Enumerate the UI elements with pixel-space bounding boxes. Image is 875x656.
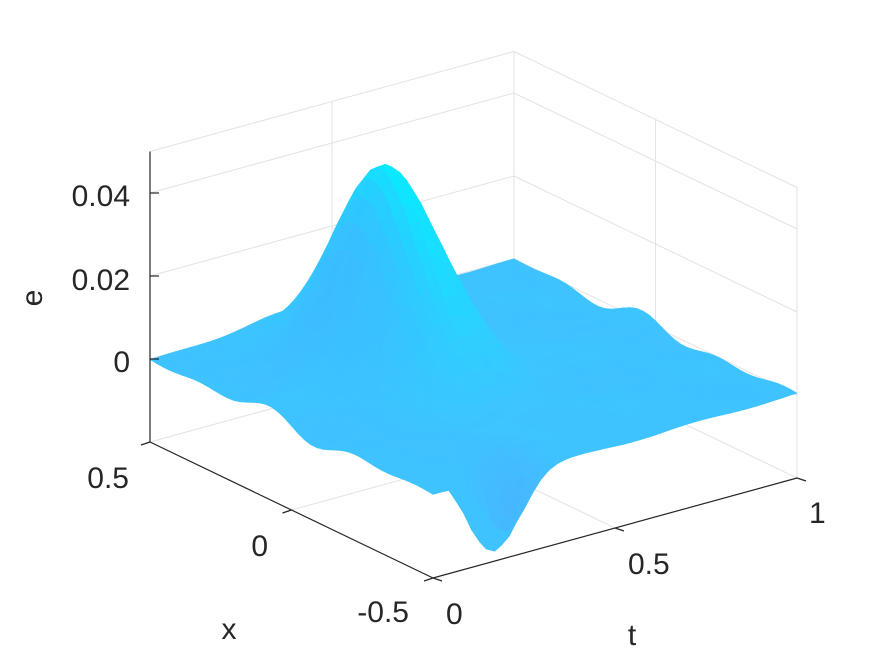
x-axis-label: x xyxy=(222,613,237,646)
t-tick-mark xyxy=(796,477,807,482)
gridline-wall-z2 xyxy=(513,175,798,313)
gridline-wall-z xyxy=(149,175,515,277)
z-axis-label: e xyxy=(16,290,49,307)
gridline-wall-z xyxy=(149,92,515,194)
surface xyxy=(149,163,798,552)
gridline-wall-z2 xyxy=(513,92,798,230)
axes xyxy=(140,151,807,582)
z-tick-0.04: 0.04 xyxy=(72,180,130,213)
x-tick-neg0.5: -0.5 xyxy=(357,596,409,629)
x-tick-0.5: 0.5 xyxy=(87,462,129,495)
t-axis-label: t xyxy=(628,619,637,652)
x-tick-mark xyxy=(282,509,292,514)
x-tick-mark xyxy=(140,441,151,446)
gridline-top xyxy=(149,51,515,152)
t-tick-mark xyxy=(432,577,443,582)
z-tick-0.02: 0.02 xyxy=(72,264,130,297)
x-tick-0: 0 xyxy=(251,530,268,563)
z-tick-0: 0 xyxy=(113,346,130,379)
t-tick-mark xyxy=(614,527,625,532)
t-tick-0: 0 xyxy=(446,598,463,631)
t-tick-1: 1 xyxy=(809,497,826,530)
t-tick-0.5: 0.5 xyxy=(628,548,670,581)
x-tick-mark xyxy=(423,577,434,582)
gridline-top xyxy=(513,51,798,188)
surface-patch xyxy=(425,487,443,495)
